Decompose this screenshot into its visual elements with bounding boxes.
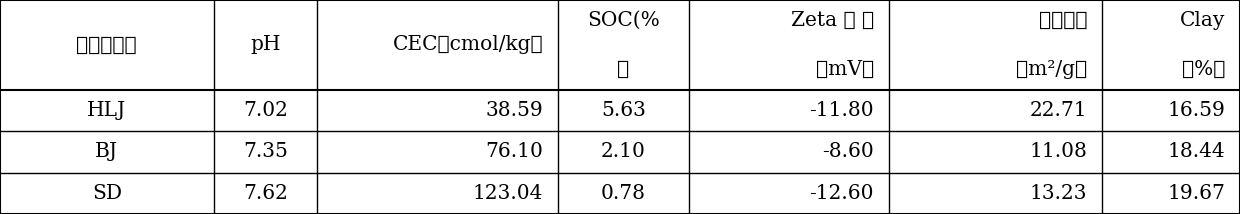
Text: 7.35: 7.35: [243, 143, 288, 162]
Text: pH: pH: [250, 36, 280, 55]
Text: 22.71: 22.71: [1029, 101, 1087, 120]
Text: -12.60: -12.60: [810, 184, 874, 203]
Text: 123.04: 123.04: [472, 184, 543, 203]
Text: 2.10: 2.10: [601, 143, 646, 162]
Text: -8.60: -8.60: [822, 143, 874, 162]
Text: 76.10: 76.10: [485, 143, 543, 162]
Text: CEC（cmol/kg）: CEC（cmol/kg）: [393, 36, 543, 55]
Text: （m²/g）: （m²/g）: [1017, 60, 1087, 79]
Text: 比表面积: 比表面积: [1039, 11, 1087, 30]
Text: 0.78: 0.78: [601, 184, 646, 203]
Text: Zeta 电 位: Zeta 电 位: [791, 11, 874, 30]
Text: 19.67: 19.67: [1167, 184, 1225, 203]
Text: 16.59: 16.59: [1167, 101, 1225, 120]
Text: （mV）: （mV）: [816, 60, 874, 79]
Text: HLJ: HLJ: [87, 101, 126, 120]
Text: Clay: Clay: [1179, 11, 1225, 30]
Text: SOC(%: SOC(%: [587, 11, 660, 30]
Text: 11.08: 11.08: [1029, 143, 1087, 162]
Text: SD: SD: [92, 184, 122, 203]
Text: ）: ）: [618, 60, 630, 79]
Text: BJ: BJ: [95, 143, 118, 162]
Text: -11.80: -11.80: [810, 101, 874, 120]
Text: 土壤样编号: 土壤样编号: [77, 36, 138, 55]
Text: 13.23: 13.23: [1030, 184, 1087, 203]
Text: 7.02: 7.02: [243, 101, 288, 120]
Text: 18.44: 18.44: [1168, 143, 1225, 162]
Text: 38.59: 38.59: [485, 101, 543, 120]
Text: 7.62: 7.62: [243, 184, 288, 203]
Text: （%）: （%）: [1182, 60, 1225, 79]
Text: 5.63: 5.63: [601, 101, 646, 120]
